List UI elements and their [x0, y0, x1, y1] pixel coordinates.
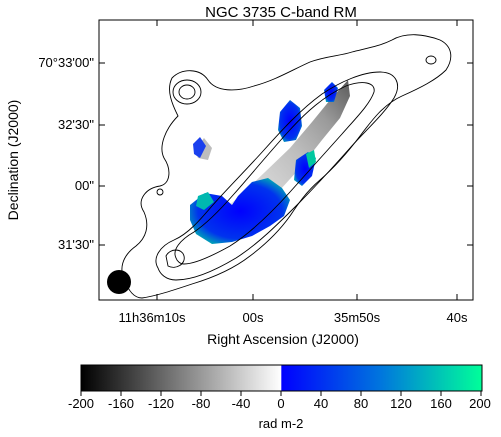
y-tick-labels: 70°33'00" 32'30" 00" 31'30" — [38, 55, 94, 252]
colorbar: -200 -160 -120 -80 -40 0 40 80 120 160 2… — [68, 364, 491, 431]
colorbar-tick-label: 120 — [390, 396, 412, 411]
axis-ticks — [99, 20, 473, 300]
x-tick-label: 40s — [447, 310, 468, 325]
plot-frame — [98, 19, 474, 301]
colorbar-tick-label: 200 — [469, 396, 491, 411]
contour-inner — [174, 82, 375, 265]
x-tick-label: 00s — [243, 310, 264, 325]
y-axis-label: Declination (J2000) — [5, 100, 21, 221]
contour-knot — [165, 249, 185, 268]
beam-ellipse — [107, 270, 131, 294]
colorbar-tick-label: 0 — [277, 396, 284, 411]
colorbar-tick-label: -40 — [232, 396, 251, 411]
rm-map — [107, 34, 452, 299]
colorbar-tick-label: 80 — [354, 396, 368, 411]
plot-title: NGC 3735 C-band RM — [205, 4, 357, 21]
y-tick-label: 32'30" — [58, 117, 94, 132]
rm-positive-region — [190, 82, 338, 244]
colorbar-gradient — [81, 365, 482, 391]
radio-contours — [121, 34, 452, 299]
contour-mid — [155, 71, 398, 281]
y-tick-label: 70°33'00" — [38, 55, 94, 70]
x-tick-label: 11h36m10s — [119, 310, 186, 325]
contour-ring-outer — [172, 79, 202, 105]
colorbar-tick-label: -80 — [192, 396, 211, 411]
x-tick-labels: 11h36m10s 00s 35m50s 40s — [119, 310, 468, 325]
colorbar-tick-label: 40 — [314, 396, 328, 411]
colorbar-tick-label: 160 — [430, 396, 452, 411]
contour-ring-inner — [178, 84, 196, 100]
y-tick-label: 00" — [75, 178, 94, 193]
colorbar-ticks — [80, 391, 482, 396]
contour-dot — [156, 188, 164, 196]
colorbar-label: rad m-2 — [259, 416, 304, 431]
colorbar-tick-label: -120 — [148, 396, 174, 411]
x-tick-label: 35m50s — [334, 310, 381, 325]
colorbar-tick-label: -200 — [68, 396, 94, 411]
x-axis-label: Right Ascension (J2000) — [207, 331, 359, 347]
y-tick-label: 31'30" — [58, 237, 94, 252]
colorbar-tick-label: -160 — [108, 396, 134, 411]
contour-spot — [425, 55, 437, 65]
contour-outer — [121, 34, 452, 299]
